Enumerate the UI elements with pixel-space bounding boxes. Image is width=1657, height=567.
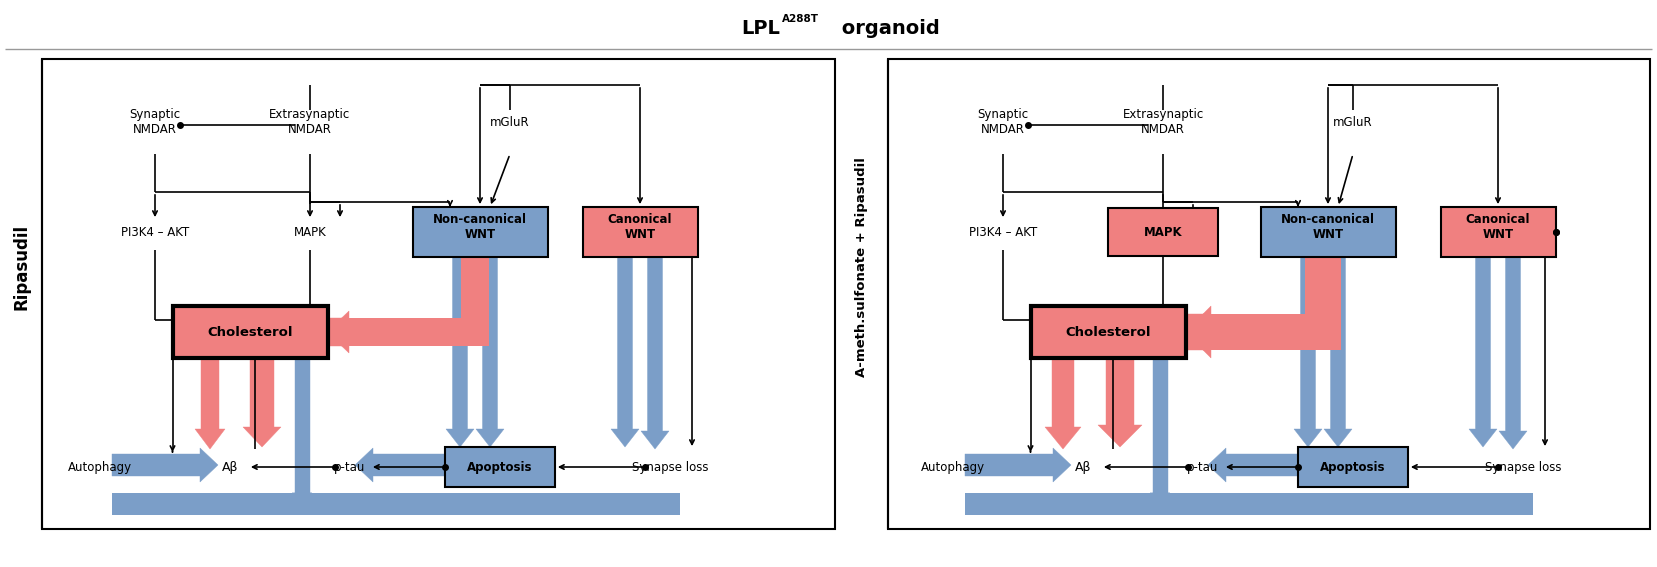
Polygon shape	[113, 448, 219, 482]
Polygon shape	[1185, 306, 1211, 358]
Text: mGluR: mGluR	[490, 116, 530, 129]
Polygon shape	[1294, 257, 1322, 447]
Bar	[1261, 207, 1395, 257]
Polygon shape	[476, 257, 504, 447]
Polygon shape	[1099, 358, 1142, 447]
Text: Synaptic
NMDAR: Synaptic NMDAR	[129, 108, 181, 136]
Bar	[461, 257, 489, 330]
Text: Canonical
WNT: Canonical WNT	[608, 213, 673, 241]
Text: Apoptosis: Apoptosis	[467, 460, 534, 473]
Text: Apoptosis: Apoptosis	[1321, 460, 1385, 473]
Bar	[446, 447, 555, 487]
Text: Extrasynaptic
NMDAR: Extrasynaptic NMDAR	[1122, 108, 1203, 136]
Text: p-tau: p-tau	[1188, 460, 1218, 473]
Text: Extrasynaptic
NMDAR: Extrasynaptic NMDAR	[270, 108, 351, 136]
Text: Cholesterol: Cholesterol	[207, 325, 293, 338]
Polygon shape	[292, 358, 312, 493]
Text: PI3K4 – AKT: PI3K4 – AKT	[969, 226, 1037, 239]
Text: p-tau: p-tau	[335, 460, 366, 473]
Bar	[1031, 306, 1185, 358]
Polygon shape	[1324, 257, 1352, 447]
Polygon shape	[1500, 257, 1528, 449]
Bar	[1185, 314, 1341, 350]
Bar	[583, 207, 698, 257]
Polygon shape	[355, 448, 490, 482]
Polygon shape	[244, 358, 282, 447]
Bar	[1109, 208, 1218, 256]
Text: Autophagy: Autophagy	[921, 460, 984, 473]
Text: PI3K4 – AKT: PI3K4 – AKT	[121, 226, 189, 239]
Text: Non-canonical
WNT: Non-canonical WNT	[1281, 213, 1375, 241]
Text: LPL: LPL	[741, 19, 780, 39]
Text: Synapse loss: Synapse loss	[631, 460, 708, 473]
Text: A-meth.sulfonate + Ripasudil: A-meth.sulfonate + Ripasudil	[855, 157, 868, 377]
Polygon shape	[1046, 358, 1080, 449]
Polygon shape	[196, 358, 225, 449]
Text: Non-canonical
WNT: Non-canonical WNT	[432, 213, 527, 241]
Polygon shape	[1150, 358, 1170, 493]
Bar	[413, 207, 547, 257]
Text: MAPK: MAPK	[1143, 226, 1183, 239]
Text: Cholesterol: Cholesterol	[1065, 325, 1150, 338]
Text: Synapse loss: Synapse loss	[1485, 460, 1561, 473]
Polygon shape	[611, 257, 640, 447]
Bar	[113, 493, 679, 515]
Polygon shape	[1470, 257, 1496, 447]
Bar	[1297, 447, 1408, 487]
Bar	[964, 493, 1533, 515]
Text: Synaptic
NMDAR: Synaptic NMDAR	[978, 108, 1029, 136]
Text: Aβ: Aβ	[1075, 460, 1092, 473]
Polygon shape	[641, 257, 669, 449]
Bar	[888, 59, 1650, 529]
Polygon shape	[964, 448, 1070, 482]
Bar	[1440, 207, 1556, 257]
Text: mGluR: mGluR	[1334, 116, 1372, 129]
Bar	[41, 59, 835, 529]
Text: A288T: A288T	[782, 14, 819, 24]
Bar	[172, 306, 328, 358]
Text: organoid: organoid	[835, 19, 940, 39]
Text: Canonical
WNT: Canonical WNT	[1466, 213, 1531, 241]
Polygon shape	[1208, 448, 1344, 482]
Polygon shape	[326, 311, 350, 353]
Text: Aβ: Aβ	[222, 460, 239, 473]
Bar	[326, 318, 489, 346]
Bar	[1306, 257, 1341, 330]
Text: Ripasudil: Ripasudil	[13, 224, 31, 310]
Text: MAPK: MAPK	[293, 226, 326, 239]
Polygon shape	[446, 257, 474, 447]
Text: Autophagy: Autophagy	[68, 460, 133, 473]
